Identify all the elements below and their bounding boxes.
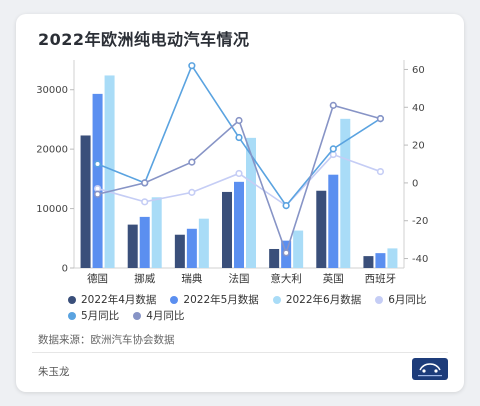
legend-label: 4月同比: [146, 310, 185, 322]
bar: [328, 174, 339, 268]
brand-logo: [412, 358, 448, 380]
line-point: [282, 202, 290, 210]
category-label: 意大利: [270, 272, 302, 285]
legend: 2022年4月数据 2022年5月数据 2022年6月数据 6月同比 5月同比 4月同比: [68, 292, 448, 324]
legend-swatch: [68, 312, 76, 320]
divider: [32, 352, 448, 353]
legend-item: 2022年6月数据: [272, 292, 362, 308]
line-point: [329, 101, 337, 109]
bar: [269, 248, 280, 268]
bar: [198, 218, 209, 268]
left-tick-label: 10000: [36, 204, 68, 215]
legend-swatch: [68, 296, 76, 304]
bar: [222, 191, 232, 268]
line-point: [188, 188, 196, 196]
right-tick-label: 60: [412, 65, 425, 76]
legend-label: 5月同比: [81, 310, 120, 322]
left-tick-label: 0: [62, 264, 68, 275]
bar: [127, 224, 138, 268]
bar: [92, 93, 103, 268]
line-point: [188, 62, 196, 70]
legend-label: 6月同比: [388, 294, 427, 306]
legend-item: 5月同比: [68, 308, 119, 324]
category-label: 西班牙: [365, 273, 397, 285]
legend-item: 4月同比: [133, 308, 184, 324]
legend-label: 2022年4月数据: [81, 294, 157, 306]
left-tick-label: 30000: [36, 85, 68, 96]
bar: [363, 256, 374, 268]
bar: [246, 137, 256, 268]
left-tick-label: 20000: [36, 145, 68, 156]
source-note: 数据来源：欧洲汽车协会数据: [38, 334, 175, 346]
bar: [104, 75, 115, 268]
category-label: 英国: [323, 272, 344, 285]
line-point: [93, 160, 102, 168]
line-point: [235, 133, 243, 142]
right-tick-label: -20: [412, 216, 428, 227]
bar: [139, 216, 150, 268]
chart-card: 2022年欧洲纯电动汽车情况 0 10000 20000 30000 -40 -20 0 20…: [16, 14, 464, 392]
line-point: [188, 158, 196, 166]
category-label: 挪威: [134, 272, 155, 285]
car-logo-icon: [418, 363, 442, 377]
legend-row: 2022年4月数据 2022年5月数据 2022年6月数据 6月同比: [68, 292, 448, 308]
legend-item: 6月同比: [375, 292, 426, 308]
legend-swatch: [375, 296, 384, 304]
legend-row: 5月同比 4月同比: [68, 308, 448, 324]
bar: [174, 234, 185, 268]
right-tick-label: 40: [412, 103, 425, 114]
line-point: [329, 145, 337, 153]
author-name: 朱玉龙: [38, 366, 70, 378]
line-point: [141, 179, 149, 187]
right-tick-label: 0: [412, 178, 418, 189]
legend-label: 2022年6月数据: [285, 294, 362, 306]
right-tick-label: -40: [412, 254, 428, 265]
chart-svg: 0 10000 20000 30000 -40 -20 0 20 40 60 德国 挪威 瑞典 法国 意大利…: [36, 60, 428, 285]
bar: [340, 118, 351, 268]
legend-swatch: [170, 296, 179, 304]
right-tick-label: 20: [412, 141, 425, 152]
bar: [375, 253, 386, 268]
category-label: 德国: [87, 272, 108, 285]
line-point: [329, 150, 337, 159]
line-point: [235, 169, 243, 178]
line-point: [376, 167, 385, 176]
bar: [186, 228, 197, 268]
line-point: [376, 115, 385, 123]
legend-swatch: [133, 312, 142, 320]
legend-item: 2022年5月数据: [170, 292, 259, 308]
line-point: [93, 190, 102, 198]
legend-label: 2022年5月数据: [183, 294, 259, 306]
bar: [234, 181, 244, 268]
bar: [293, 230, 304, 268]
line-point: [282, 249, 290, 257]
bar: [80, 135, 91, 268]
bar: [316, 190, 327, 268]
chart-title: 2022年欧洲纯电动汽车情况: [38, 30, 250, 49]
line-point: [141, 198, 149, 206]
category-label: 法国: [229, 272, 250, 285]
legend-item: 2022年4月数据: [68, 292, 156, 308]
bar: [151, 197, 162, 268]
category-label: 瑞典: [181, 272, 202, 285]
bar: [387, 248, 398, 268]
legend-swatch: [272, 296, 281, 304]
line-point: [93, 184, 102, 193]
line-point: [235, 116, 243, 125]
